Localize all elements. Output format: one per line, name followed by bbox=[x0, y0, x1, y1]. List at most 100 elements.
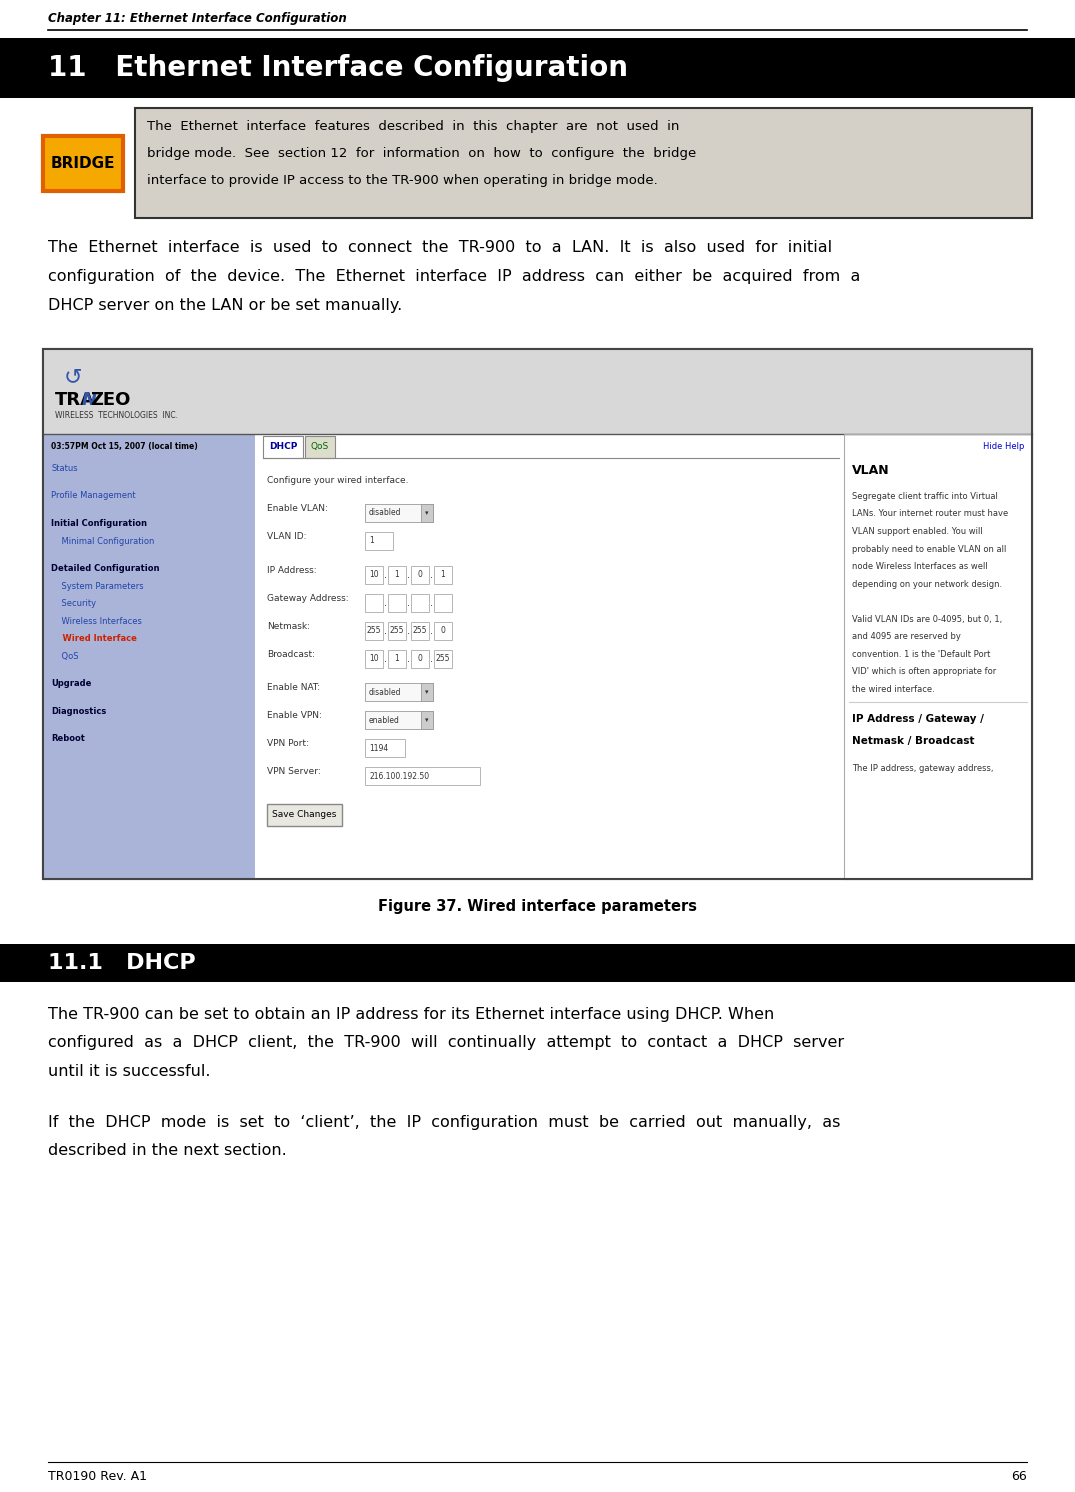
Text: Figure 37. Wired interface parameters: Figure 37. Wired interface parameters bbox=[378, 900, 697, 915]
Text: IP Address:: IP Address: bbox=[267, 565, 317, 574]
Text: .: . bbox=[407, 570, 410, 579]
Text: 255: 255 bbox=[413, 627, 427, 636]
Text: Netmask / Broadcast: Netmask / Broadcast bbox=[852, 736, 975, 746]
Text: If  the  DHCP  mode  is  set  to  ‘client’,  the  IP  configuration  must  be  c: If the DHCP mode is set to ‘client’, the… bbox=[48, 1115, 841, 1129]
Bar bbox=[43, 349, 1032, 879]
Text: ZEO: ZEO bbox=[90, 391, 130, 409]
Bar bbox=[0, 37, 1075, 98]
Text: .: . bbox=[430, 625, 433, 636]
Text: TRA: TRA bbox=[55, 391, 95, 409]
FancyBboxPatch shape bbox=[421, 712, 433, 730]
FancyBboxPatch shape bbox=[411, 622, 429, 640]
FancyBboxPatch shape bbox=[411, 565, 429, 583]
FancyBboxPatch shape bbox=[434, 649, 451, 667]
FancyBboxPatch shape bbox=[366, 565, 383, 583]
Bar bbox=[43, 349, 1032, 434]
FancyBboxPatch shape bbox=[366, 504, 433, 522]
Text: Hide Help: Hide Help bbox=[983, 442, 1024, 451]
Text: ▾: ▾ bbox=[426, 510, 429, 516]
Text: disabled: disabled bbox=[369, 688, 401, 697]
Text: .: . bbox=[384, 625, 387, 636]
FancyBboxPatch shape bbox=[135, 107, 1032, 218]
Text: WIRELESS  TECHNOLOGIES  INC.: WIRELESS TECHNOLOGIES INC. bbox=[55, 410, 178, 421]
Text: 255: 255 bbox=[435, 653, 450, 662]
FancyBboxPatch shape bbox=[43, 136, 123, 191]
Text: and 4095 are reserved by: and 4095 are reserved by bbox=[852, 633, 961, 642]
Text: VLAN: VLAN bbox=[852, 464, 890, 477]
Text: 0: 0 bbox=[441, 627, 445, 636]
Text: QoS: QoS bbox=[51, 652, 78, 661]
FancyBboxPatch shape bbox=[366, 739, 405, 758]
FancyBboxPatch shape bbox=[388, 594, 406, 612]
Text: 10: 10 bbox=[369, 653, 378, 662]
Text: Configure your wired interface.: Configure your wired interface. bbox=[267, 476, 408, 485]
Text: System Parameters: System Parameters bbox=[51, 582, 144, 591]
Text: VPN Server:: VPN Server: bbox=[267, 767, 320, 776]
Text: 1194: 1194 bbox=[369, 743, 388, 752]
Text: 255: 255 bbox=[390, 627, 404, 636]
Text: VLAN support enabled. You will: VLAN support enabled. You will bbox=[852, 527, 983, 536]
FancyBboxPatch shape bbox=[411, 594, 429, 612]
Text: Status: Status bbox=[51, 464, 77, 473]
FancyBboxPatch shape bbox=[388, 565, 406, 583]
Text: Valid VLAN IDs are 0-4095, but 0, 1,: Valid VLAN IDs are 0-4095, but 0, 1, bbox=[852, 615, 1002, 624]
Text: depending on your network design.: depending on your network design. bbox=[852, 579, 1002, 588]
FancyBboxPatch shape bbox=[366, 712, 433, 730]
Text: VPN Port:: VPN Port: bbox=[267, 739, 309, 747]
Text: Gateway Address:: Gateway Address: bbox=[267, 594, 348, 603]
Text: Netmask:: Netmask: bbox=[267, 622, 310, 631]
Text: Detailed Configuration: Detailed Configuration bbox=[51, 564, 159, 573]
Text: The IP address, gateway address,: The IP address, gateway address, bbox=[852, 764, 993, 773]
Text: Reboot: Reboot bbox=[51, 734, 85, 743]
Text: .: . bbox=[384, 653, 387, 664]
Text: .: . bbox=[430, 598, 433, 607]
Text: N: N bbox=[82, 391, 97, 409]
Text: DHCP: DHCP bbox=[269, 443, 297, 452]
Bar bbox=[255, 434, 844, 879]
Text: QoS: QoS bbox=[311, 443, 329, 452]
Text: Upgrade: Upgrade bbox=[51, 679, 91, 688]
Text: Segregate client traffic into Virtual: Segregate client traffic into Virtual bbox=[852, 492, 998, 501]
Text: Initial Configuration: Initial Configuration bbox=[51, 519, 147, 528]
FancyBboxPatch shape bbox=[366, 767, 481, 785]
Text: Enable VLAN:: Enable VLAN: bbox=[267, 504, 328, 513]
Text: Profile Management: Profile Management bbox=[51, 491, 135, 500]
Text: configured  as  a  DHCP  client,  the  TR-900  will  continually  attempt  to  c: configured as a DHCP client, the TR-900 … bbox=[48, 1035, 844, 1050]
Text: described in the next section.: described in the next section. bbox=[48, 1143, 287, 1158]
Text: the wired interface.: the wired interface. bbox=[852, 685, 935, 694]
FancyBboxPatch shape bbox=[411, 649, 429, 667]
FancyBboxPatch shape bbox=[434, 622, 451, 640]
Text: .: . bbox=[407, 625, 410, 636]
FancyBboxPatch shape bbox=[366, 594, 383, 612]
Text: bridge mode.  See  section 12  for  information  on  how  to  configure  the  br: bridge mode. See section 12 for informat… bbox=[147, 148, 697, 160]
FancyBboxPatch shape bbox=[366, 622, 383, 640]
Text: VID' which is often appropriate for: VID' which is often appropriate for bbox=[852, 667, 997, 676]
Text: TR0190 Rev. A1: TR0190 Rev. A1 bbox=[48, 1470, 147, 1483]
Text: .: . bbox=[407, 653, 410, 664]
FancyBboxPatch shape bbox=[434, 594, 451, 612]
Text: Minimal Configuration: Minimal Configuration bbox=[51, 537, 155, 546]
Text: The  Ethernet  interface  features  described  in  this  chapter  are  not  used: The Ethernet interface features describe… bbox=[147, 119, 679, 133]
Text: ↺: ↺ bbox=[63, 367, 83, 386]
FancyBboxPatch shape bbox=[434, 565, 451, 583]
Text: IP Address / Gateway /: IP Address / Gateway / bbox=[852, 715, 984, 724]
Text: 1: 1 bbox=[441, 570, 445, 579]
Text: VLAN ID:: VLAN ID: bbox=[267, 533, 306, 542]
Text: Wired Interface: Wired Interface bbox=[51, 634, 137, 643]
Text: enabled: enabled bbox=[369, 716, 400, 725]
Text: .: . bbox=[384, 598, 387, 607]
FancyBboxPatch shape bbox=[267, 804, 342, 825]
Text: until it is successful.: until it is successful. bbox=[48, 1064, 211, 1079]
FancyBboxPatch shape bbox=[421, 504, 433, 522]
FancyBboxPatch shape bbox=[421, 683, 433, 701]
Text: The TR-900 can be set to obtain an IP address for its Ethernet interface using D: The TR-900 can be set to obtain an IP ad… bbox=[48, 1007, 774, 1022]
FancyBboxPatch shape bbox=[366, 533, 393, 551]
FancyBboxPatch shape bbox=[263, 436, 303, 458]
Text: 255: 255 bbox=[367, 627, 382, 636]
Text: 10: 10 bbox=[369, 570, 378, 579]
Text: Chapter 11: Ethernet Interface Configuration: Chapter 11: Ethernet Interface Configura… bbox=[48, 12, 347, 25]
Text: Wireless Interfaces: Wireless Interfaces bbox=[51, 616, 142, 625]
Text: probably need to enable VLAN on all: probably need to enable VLAN on all bbox=[852, 545, 1006, 554]
Bar bbox=[0, 944, 1075, 982]
Text: .: . bbox=[430, 653, 433, 664]
